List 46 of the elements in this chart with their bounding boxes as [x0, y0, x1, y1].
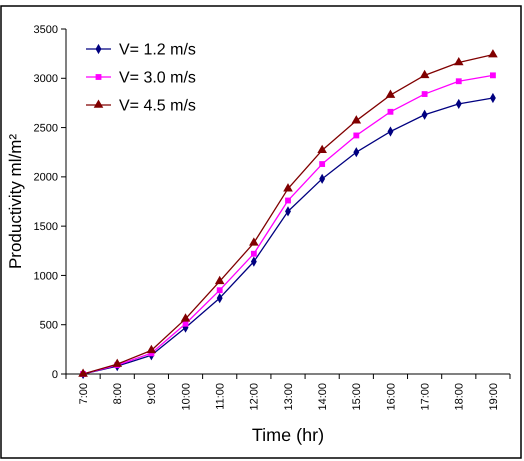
- x-tick-label: 17:00: [419, 383, 432, 411]
- y-tick-label: 2000: [34, 172, 58, 184]
- y-axis-title: Productivity ml/m²: [6, 134, 25, 270]
- point: [488, 49, 498, 58]
- point: [112, 358, 122, 367]
- x-tick-label: 9:00: [146, 383, 158, 404]
- y-tick-label: 3500: [34, 24, 58, 36]
- x-tick-label: 18:00: [454, 383, 466, 411]
- point: [180, 313, 190, 322]
- y-tick-label: 1000: [34, 270, 58, 282]
- point: [386, 89, 396, 98]
- point: [353, 132, 360, 138]
- point: [146, 344, 156, 354]
- y-tick-label: 500: [40, 320, 58, 332]
- x-axis-title: Time (hr): [252, 425, 324, 445]
- point: [454, 56, 464, 66]
- point: [285, 198, 291, 204]
- point: [388, 108, 394, 115]
- point: [250, 250, 257, 257]
- point: [422, 91, 428, 97]
- y-tick-label: 3000: [34, 73, 58, 86]
- point: [319, 161, 326, 167]
- point: [352, 115, 362, 124]
- x-tick-label: 8:00: [112, 383, 124, 404]
- x-tick-label: 16:00: [385, 383, 398, 411]
- point: [317, 144, 327, 154]
- legend-label: V= 4.5 m/s: [119, 98, 196, 115]
- x-tick-label: 19:00: [488, 383, 500, 411]
- x-tick-label: 7:00: [78, 383, 90, 404]
- point: [78, 368, 88, 377]
- x-tick-label: 13:00: [282, 383, 295, 411]
- x-tick-label: 14:00: [317, 383, 330, 411]
- point: [214, 276, 224, 284]
- point: [283, 183, 293, 192]
- legend-label: V= 3.0 m/s: [119, 70, 196, 87]
- y-tick-label: 1500: [34, 220, 58, 233]
- legend-label: V= 1.2 m/s: [119, 42, 196, 59]
- x-tick-label: 10:00: [180, 383, 192, 411]
- point: [490, 72, 496, 78]
- y-tick-label: 0: [52, 368, 58, 381]
- x-tick-label: 15:00: [351, 383, 364, 411]
- point: [420, 70, 430, 78]
- point: [249, 237, 259, 246]
- x-tick-label: 11:00: [214, 383, 227, 410]
- x-tick-label: 12:00: [248, 383, 261, 411]
- y-tick-label: 2500: [34, 122, 58, 134]
